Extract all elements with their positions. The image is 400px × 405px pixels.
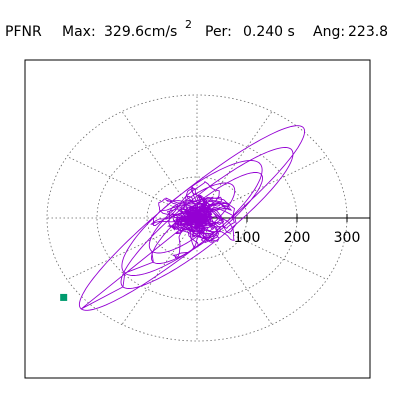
- peak-marker-layer: [60, 293, 68, 301]
- grid-spoke-120: [121, 111, 198, 219]
- title-max-unit: cm/s: [144, 24, 177, 40]
- chart-title: PFNR Max: 329.6 cm/s 2 Per: 0.240 s Ang:…: [5, 18, 388, 40]
- radial-tick-label-100: 100: [234, 230, 261, 246]
- peak-marker: [60, 293, 68, 301]
- orbit-trace-path: [78, 125, 306, 311]
- title-per-value: 0.240 s: [243, 24, 295, 40]
- title-max-label: Max:: [62, 24, 96, 40]
- title-max-value: 329.6: [104, 24, 144, 40]
- title-max-unit-exp: 2: [185, 18, 192, 31]
- radial-tick-label-200: 200: [284, 230, 311, 246]
- plot-frame: [24, 59, 371, 379]
- title-station: PFNR: [5, 24, 42, 40]
- orbit-trace: [78, 125, 306, 311]
- radial-tick-label-300: 300: [334, 230, 361, 246]
- grid-spoke-240: [121, 217, 198, 325]
- title-ang-label: Ang:: [313, 24, 345, 40]
- title-ang-value: 223.8: [348, 24, 388, 40]
- title-per-label: Per:: [205, 24, 232, 40]
- radial-axis: 100 200 300: [197, 214, 370, 246]
- grid-spoke-60: [196, 111, 273, 219]
- grid-spoke-300: [196, 217, 273, 325]
